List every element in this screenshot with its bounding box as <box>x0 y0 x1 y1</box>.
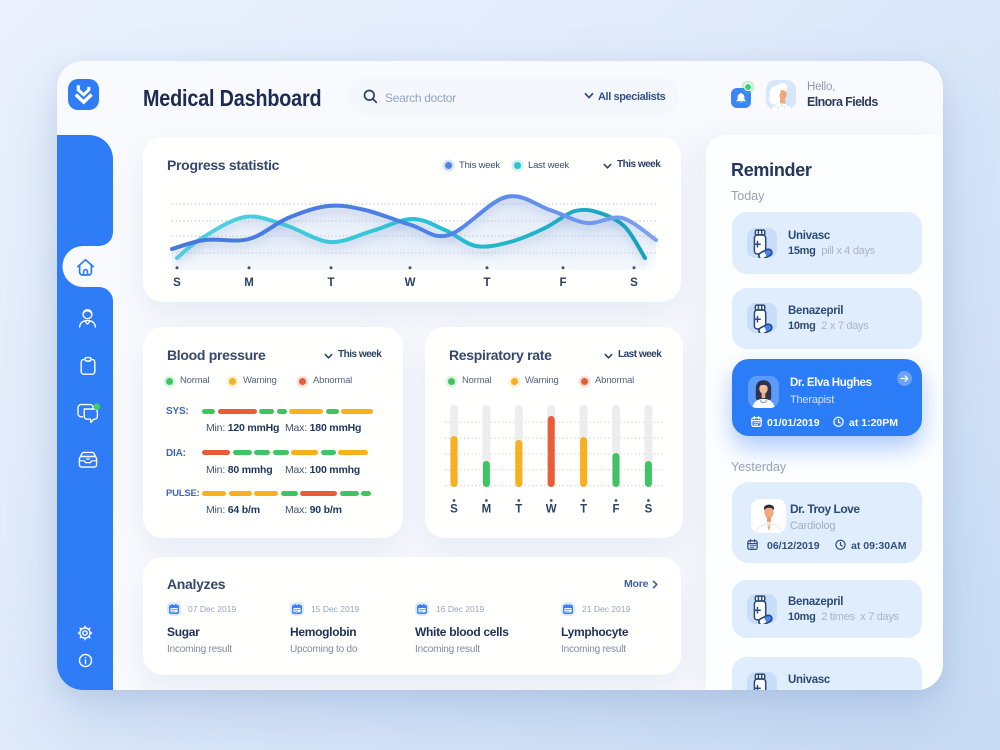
svg-text:S: S <box>450 504 458 516</box>
svg-text:F: F <box>612 504 619 516</box>
svg-text:M: M <box>244 277 254 289</box>
svg-text:T: T <box>515 504 522 516</box>
svg-text:T: T <box>327 277 334 289</box>
svg-text:S: S <box>630 277 638 289</box>
svg-text:T: T <box>580 504 587 516</box>
svg-text:T: T <box>483 277 490 289</box>
svg-text:S: S <box>173 277 181 289</box>
svg-text:M: M <box>482 504 492 516</box>
svg-text:F: F <box>559 277 566 289</box>
svg-text:S: S <box>645 504 653 516</box>
svg-text:W: W <box>546 504 557 516</box>
svg-text:W: W <box>405 277 416 289</box>
